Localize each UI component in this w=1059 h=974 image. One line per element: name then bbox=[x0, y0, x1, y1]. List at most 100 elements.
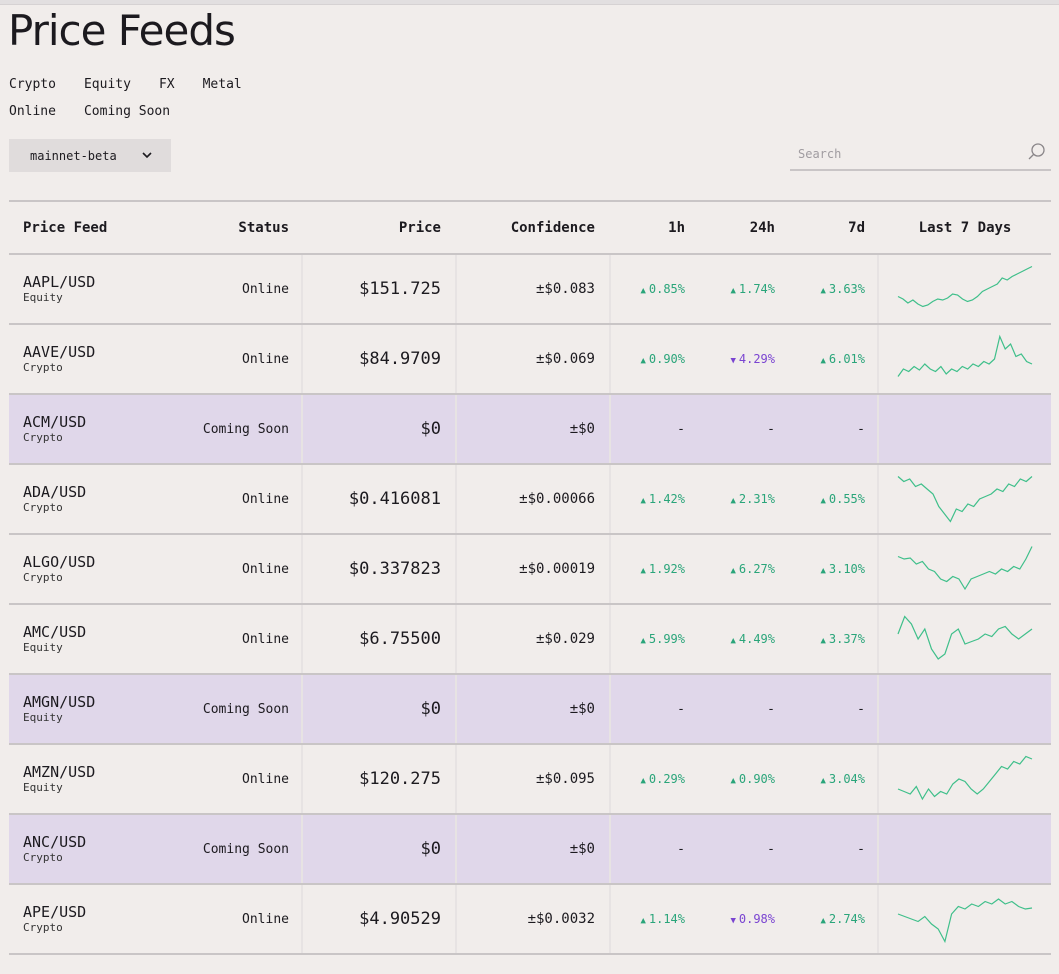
change-value: - bbox=[767, 841, 775, 857]
filter-metal[interactable]: Metal bbox=[202, 77, 242, 92]
change-badge: ▲ 1.14% bbox=[640, 912, 685, 926]
price-cell: $0.337823 bbox=[348, 559, 441, 579]
asset-type: Equity bbox=[23, 780, 63, 794]
change-value: 1.14% bbox=[648, 912, 685, 926]
search-box bbox=[790, 139, 1051, 171]
filter-coming-soon[interactable]: Coming Soon bbox=[83, 104, 171, 119]
table-row[interactable]: APE/USD Crypto Online $4.90529 ±$0.0032 … bbox=[9, 885, 1051, 955]
sparkline-chart bbox=[897, 615, 1033, 660]
change-value: - bbox=[677, 701, 685, 717]
change-7d-cell: ▲ 2.74% bbox=[791, 885, 865, 953]
table-row[interactable]: AMGN/USD Equity Coming Soon $0 ±$0 - - - bbox=[9, 675, 1051, 745]
table-row[interactable]: ALGO/USD Crypto Online $0.337823 ±$0.000… bbox=[9, 535, 1051, 605]
confidence-cell: ±$0 bbox=[569, 841, 595, 857]
table-row[interactable]: ACM/USD Crypto Coming Soon $0 ±$0 - - - bbox=[9, 395, 1051, 465]
change-value: 0.90% bbox=[648, 352, 685, 366]
table-row[interactable]: AAPL/USD Equity Online $151.725 ±$0.083 … bbox=[9, 255, 1051, 325]
status-cell: Online bbox=[242, 351, 289, 367]
table-header: Price Feed Status Price Confidence 1h 24… bbox=[9, 202, 1051, 255]
change-value: 3.10% bbox=[828, 562, 865, 576]
asset-type: Crypto bbox=[23, 850, 63, 864]
price-feed-cell: ACM/USD Crypto bbox=[23, 395, 193, 463]
change-value: 2.74% bbox=[828, 912, 865, 926]
confidence-cell: ±$0.00066 bbox=[519, 491, 595, 507]
table-row[interactable]: AMC/USD Equity Online $6.75500 ±$0.029 ▲… bbox=[9, 605, 1051, 675]
change-value: 3.37% bbox=[828, 632, 865, 646]
change-24h-cell: - bbox=[701, 815, 775, 883]
table-row[interactable]: ADA/USD Crypto Online $0.416081 ±$0.0006… bbox=[9, 465, 1051, 535]
triangle-up-icon: ▲ bbox=[730, 496, 736, 506]
price-feed-cell: AMC/USD Equity bbox=[23, 605, 193, 673]
col-confidence[interactable]: Confidence bbox=[510, 219, 595, 236]
change-value: 1.92% bbox=[648, 562, 685, 576]
triangle-up-icon: ▲ bbox=[640, 636, 646, 646]
change-value: 4.49% bbox=[738, 632, 775, 646]
col-24h[interactable]: 24h bbox=[749, 219, 775, 236]
table-row[interactable]: ANC/USD Crypto Coming Soon $0 ±$0 - - - bbox=[9, 815, 1051, 885]
table-row[interactable]: AMZN/USD Equity Online $120.275 ±$0.095 … bbox=[9, 745, 1051, 815]
filter-crypto[interactable]: Crypto bbox=[9, 77, 56, 92]
triangle-up-icon: ▲ bbox=[820, 356, 826, 366]
filter-equity[interactable]: Equity bbox=[83, 77, 131, 92]
change-badge: ▲ 4.49% bbox=[730, 632, 775, 646]
status-cell: Online bbox=[242, 281, 289, 297]
sparkline-path bbox=[897, 546, 1033, 591]
change-24h-cell: ▼ 4.29% bbox=[701, 325, 775, 393]
filter-online[interactable]: Online bbox=[9, 104, 56, 119]
filter-fx[interactable]: FX bbox=[158, 77, 175, 92]
price-feed-cell: APE/USD Crypto bbox=[23, 885, 193, 953]
triangle-up-icon: ▲ bbox=[640, 356, 646, 366]
confidence-cell: ±$0.00019 bbox=[519, 561, 595, 577]
change-24h-cell: ▲ 4.49% bbox=[701, 605, 775, 673]
price-feed-cell: ADA/USD Crypto bbox=[23, 465, 193, 533]
table-body: AAPL/USD Equity Online $151.725 ±$0.083 … bbox=[9, 255, 1051, 955]
triangle-up-icon: ▲ bbox=[820, 636, 826, 646]
change-7d-cell: ▲ 0.55% bbox=[791, 465, 865, 533]
triangle-up-icon: ▲ bbox=[640, 916, 646, 926]
confidence-cell: ±$0 bbox=[569, 701, 595, 717]
asset-type-filters: Crypto Equity FX Metal bbox=[9, 77, 270, 92]
change-value: 0.85% bbox=[648, 282, 685, 296]
price-cell: $151.725 bbox=[359, 279, 441, 299]
status-cell: Online bbox=[242, 491, 289, 507]
change-1h-cell: ▲ 0.90% bbox=[611, 325, 685, 393]
pair-name: APE/USD bbox=[23, 902, 87, 921]
col-price-feed[interactable]: Price Feed bbox=[23, 219, 108, 236]
change-1h-cell: ▲ 0.29% bbox=[611, 745, 685, 813]
sparkline-cell bbox=[879, 465, 1051, 533]
pair-name: AMZN/USD bbox=[23, 762, 96, 781]
cluster-select[interactable]: mainnet-beta bbox=[9, 139, 171, 172]
pair-name: AAVE/USD bbox=[23, 342, 96, 361]
search-input[interactable] bbox=[796, 144, 1020, 164]
change-7d-cell: ▲ 6.01% bbox=[791, 325, 865, 393]
asset-type: Crypto bbox=[23, 500, 63, 514]
change-1h-cell: - bbox=[611, 395, 685, 463]
col-price[interactable]: Price bbox=[398, 219, 441, 236]
change-badge: ▲ 3.04% bbox=[820, 772, 865, 786]
change-1h-cell: - bbox=[611, 815, 685, 883]
triangle-up-icon: ▲ bbox=[730, 286, 736, 296]
asset-type: Crypto bbox=[23, 920, 63, 934]
table-row[interactable]: AAVE/USD Crypto Online $84.9709 ±$0.069 … bbox=[9, 325, 1051, 395]
change-24h-cell: ▼ 0.98% bbox=[701, 885, 775, 953]
col-1h[interactable]: 1h bbox=[668, 219, 685, 236]
change-24h-cell: ▲ 0.90% bbox=[701, 745, 775, 813]
triangle-down-icon: ▼ bbox=[730, 356, 736, 366]
change-badge: ▲ 1.92% bbox=[640, 562, 685, 576]
col-status[interactable]: Status bbox=[238, 219, 289, 236]
sparkline-chart bbox=[897, 334, 1033, 377]
price-feeds-table: Price Feed Status Price Confidence 1h 24… bbox=[9, 200, 1051, 955]
change-value: 6.01% bbox=[828, 352, 865, 366]
change-value: 5.99% bbox=[648, 632, 685, 646]
change-value: 0.29% bbox=[648, 772, 685, 786]
confidence-cell: ±$0.069 bbox=[535, 351, 595, 367]
change-badge: ▲ 3.63% bbox=[820, 282, 865, 296]
status-cell: Online bbox=[242, 561, 289, 577]
search-icon[interactable] bbox=[1027, 142, 1047, 166]
sparkline-cell bbox=[879, 605, 1051, 673]
asset-type: Crypto bbox=[23, 570, 63, 584]
change-24h-cell: - bbox=[701, 675, 775, 743]
triangle-up-icon: ▲ bbox=[640, 566, 646, 576]
col-7d[interactable]: 7d bbox=[848, 219, 865, 236]
change-24h-cell: ▲ 1.74% bbox=[701, 255, 775, 323]
